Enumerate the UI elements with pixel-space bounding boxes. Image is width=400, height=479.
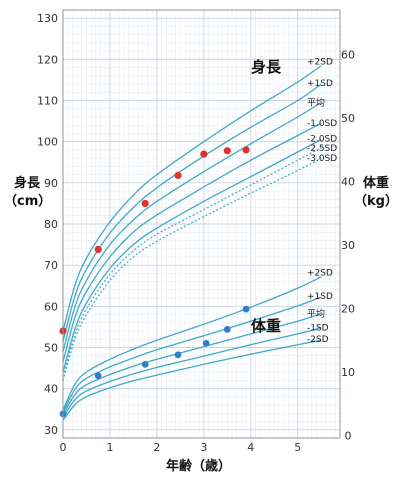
height-point [174,171,182,180]
weight-y-tick-label: 20 [341,302,355,315]
height-panel-title: 身長 [251,58,282,76]
height-sd-label: -1.0SD [307,119,337,129]
height-curve [62,102,322,352]
height-point [94,245,102,254]
weight-panel-title: 体重 [251,317,281,335]
height-y-tick-label: 50 [44,341,58,354]
weight-y-tick-label: 60 [341,48,355,61]
weight-y-tick-label: 50 [341,112,355,125]
height-curve [62,157,322,381]
right-axis-title-line1: 体重 [363,175,389,191]
height-sd-label: +1SD [307,79,333,89]
height-point [141,199,149,208]
height-sd-label: -2.5SD [307,144,337,154]
height-sd-label: -2.0SD [307,135,337,145]
x-tick-label: 4 [247,441,254,454]
weight-y-tick-label: 30 [341,239,355,252]
height-y-tick-label: 120 [37,53,58,66]
height-y-tick-label: 40 [44,383,58,396]
x-tick-label: 5 [294,441,301,454]
height-point [242,146,250,154]
weight-sd-label: -1SD [307,324,329,334]
height-curve [62,65,322,332]
height-y-tick-label: 90 [44,177,58,190]
weight-point [242,305,250,313]
tick-labels: 30 40 50 60 70 80 90 100 110 120 130 0 10 20 30 40 50 60 0… [37,12,355,454]
weight-point [223,326,231,333]
height-curve [62,139,322,373]
weight-sd-label: +1SD [307,292,333,302]
weight-y-tick-label: 10 [341,366,355,379]
height-sd-label: +2SD [307,58,333,68]
weight-curve [62,296,322,413]
height-y-tick-label: 130 [37,12,58,25]
height-y-tick-label: 110 [37,95,58,108]
weight-sd-label: +2SD [307,269,333,279]
height-y-tick-label: 70 [44,259,58,272]
x-tick-label: 3 [200,441,207,454]
weight-point [202,339,210,347]
sd-labels: +2SD +1SD 平均 -1.0SD -2.0SD-2.5SD-3.0SD +2SD +1… [307,58,337,346]
weight-curve [62,326,322,419]
right-axis-title: 体重 （kg） [354,175,398,209]
grid [63,10,340,438]
height-sd-label: -3.0SD [307,154,337,164]
weight-y-tick-label: 0 [345,429,352,442]
weight-point [141,360,149,368]
x-tick-label: 1 [106,441,113,454]
height-y-tick-label: 60 [44,300,58,313]
height-curve [62,83,322,342]
weight-curve [62,339,322,421]
height-point [200,150,208,158]
height-curve [62,122,322,363]
weight-sd-label: 平均 [307,308,325,320]
left-axis-title-line1: 身長 [14,175,41,191]
right-axis-title-line2: （kg） [354,193,398,209]
left-axis-title: 身長 （cm） [4,175,51,209]
x-tick-label: 0 [60,441,67,454]
height-y-tick-label: 30 [44,424,58,437]
data-points [59,146,250,418]
height-y-tick-label: 100 [37,136,58,149]
x-axis-title: 年齢（歳） [166,458,231,474]
height-sd-label: 平均 [307,97,325,109]
weight-curve [62,276,322,411]
curves [62,65,322,421]
height-curve [62,147,322,377]
weight-y-tick-label: 40 [341,175,355,188]
weight-sd-label: -2SD [307,335,329,345]
left-axis-title-line2: （cm） [4,193,51,209]
weight-point [94,372,102,380]
weight-point [174,351,182,359]
plot-frame [62,9,341,439]
height-y-tick-label: 80 [44,218,58,231]
x-tick-label: 2 [153,441,160,454]
height-point [223,147,231,155]
